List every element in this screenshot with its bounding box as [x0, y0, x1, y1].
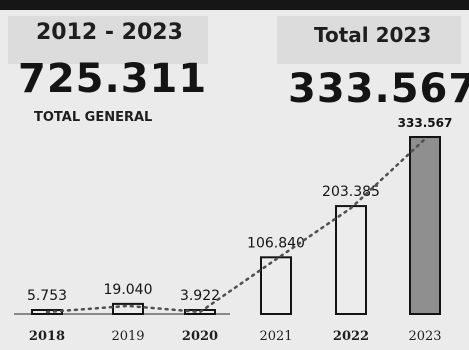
tick-label-2020: 2020	[182, 329, 218, 344]
tick-label-2023: 2023	[408, 329, 441, 344]
tick-label-2022: 2022	[333, 329, 369, 344]
bar-2023	[409, 136, 441, 315]
data-label-2021: 106.840	[247, 235, 305, 251]
year-total-label: Total 2023	[314, 23, 432, 47]
year-total-panel	[277, 16, 461, 64]
year-total-value: 333.567	[288, 66, 469, 112]
bar-2022	[335, 205, 367, 315]
data-label-2022: 203.385	[322, 184, 380, 200]
tick-label-2018: 2018	[29, 329, 65, 344]
range-label: 2012 - 2023	[36, 20, 183, 45]
data-label-2023: 333.567	[398, 116, 453, 130]
range-panel	[8, 16, 208, 64]
top-bar	[0, 0, 469, 10]
grand-total-value: 725.311	[18, 56, 208, 102]
data-label-2020: 3.922	[180, 288, 220, 304]
data-label-2019: 19.040	[104, 282, 153, 298]
tick-label-2021: 2021	[259, 329, 292, 344]
grand-total-caption: TOTAL GENERAL	[34, 110, 153, 125]
tick-label-2019: 2019	[111, 329, 144, 344]
data-label-2018: 5.753	[27, 288, 67, 304]
bar-2019	[112, 302, 144, 316]
